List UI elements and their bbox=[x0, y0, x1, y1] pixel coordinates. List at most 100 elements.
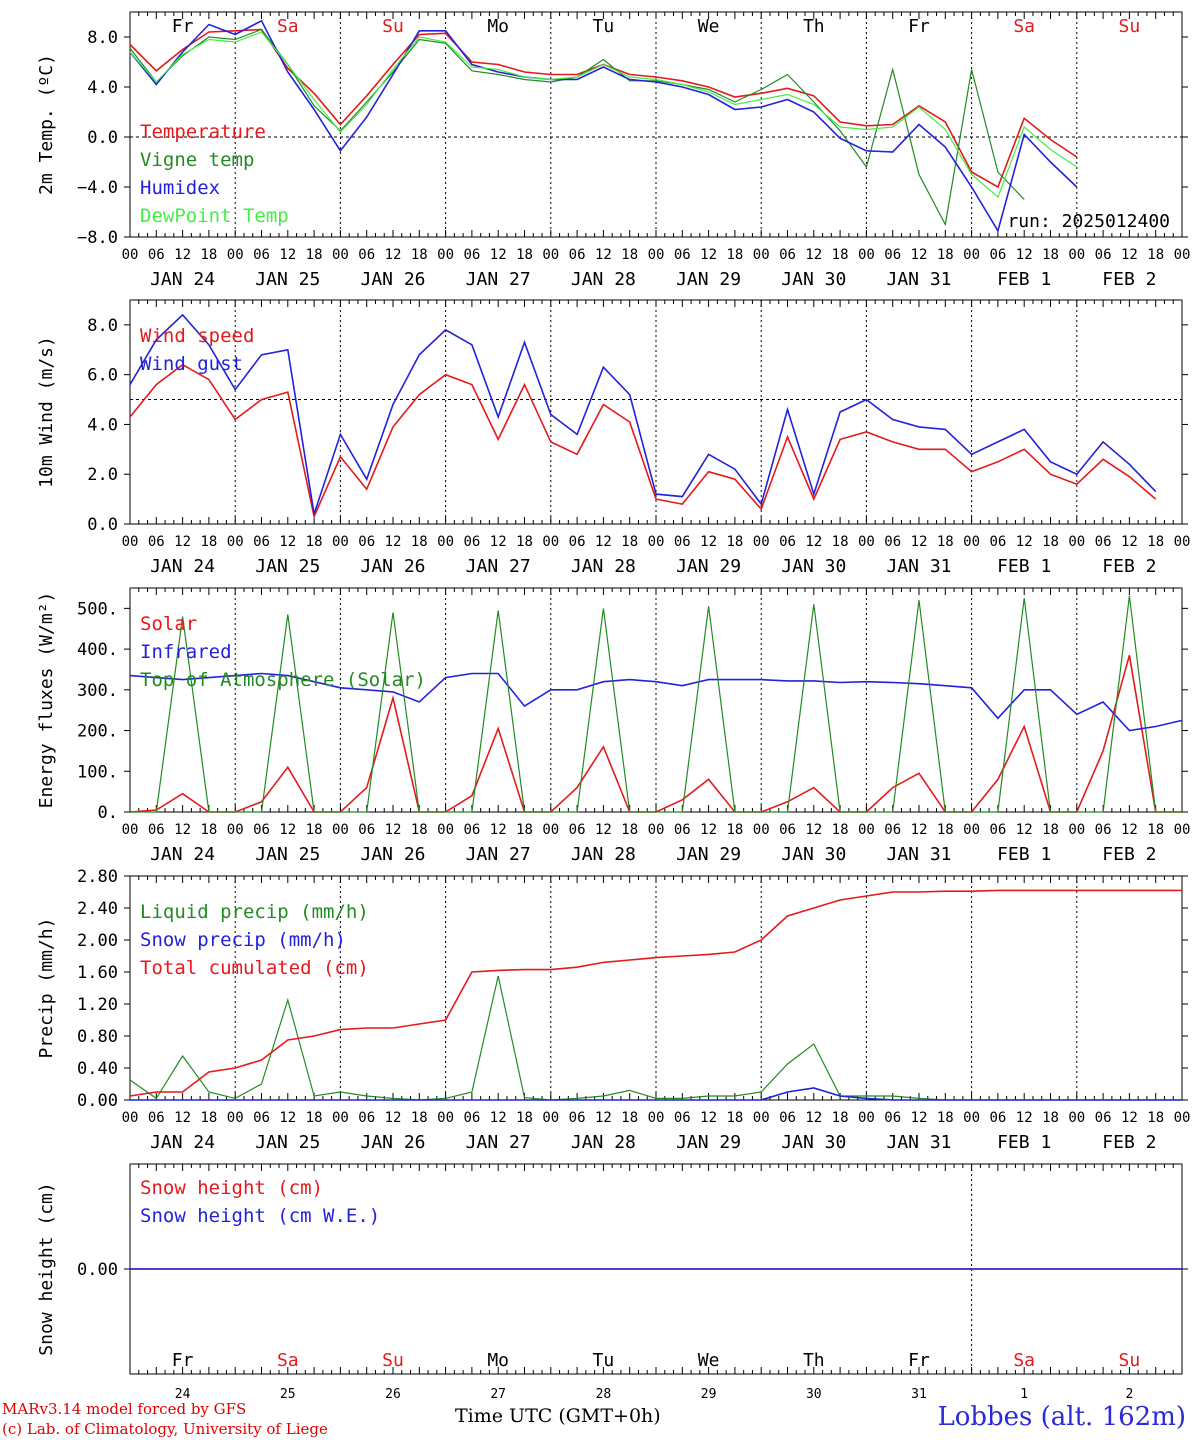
day-number-label: 28 bbox=[596, 1387, 612, 1402]
date-label: JAN 27 bbox=[466, 1132, 531, 1153]
hour-tick-label: 00 bbox=[227, 1110, 244, 1126]
ylabel: Precip (mm/h) bbox=[36, 918, 57, 1059]
hour-tick-label: 12 bbox=[911, 247, 928, 263]
ytick-label: −4.0 bbox=[77, 178, 118, 198]
hour-tick-label: 18 bbox=[1147, 534, 1164, 550]
hour-tick-label: 18 bbox=[832, 822, 849, 838]
series-line-1 bbox=[129, 363, 1157, 520]
hour-tick-label: 00 bbox=[648, 822, 665, 838]
date-label: JAN 30 bbox=[781, 1132, 846, 1153]
legend-entry: Total cumulated (cm) bbox=[140, 957, 369, 979]
hour-tick-label: 12 bbox=[805, 1110, 822, 1126]
hour-tick-label: 00 bbox=[753, 247, 770, 263]
hour-tick-label: 18 bbox=[411, 534, 428, 550]
hour-tick-label: 12 bbox=[1016, 534, 1033, 550]
weekday-label: We bbox=[698, 1350, 720, 1371]
date-label: JAN 31 bbox=[886, 844, 951, 865]
hour-tick-label: 18 bbox=[621, 534, 638, 550]
series-line-4 bbox=[129, 31, 1078, 199]
hour-tick-label: 06 bbox=[358, 822, 375, 838]
series-line-3 bbox=[129, 889, 1182, 1097]
hour-tick-label: 00 bbox=[542, 534, 559, 550]
hour-tick-label: 00 bbox=[542, 822, 559, 838]
date-label: JAN 30 bbox=[781, 269, 846, 290]
hour-tick-label: 18 bbox=[200, 247, 217, 263]
day-number-label: 30 bbox=[806, 1387, 822, 1402]
hour-tick-label: 06 bbox=[674, 247, 691, 263]
hour-tick-label: 12 bbox=[385, 534, 402, 550]
hour-tick-label: 00 bbox=[437, 534, 454, 550]
hour-tick-label: 18 bbox=[1147, 822, 1164, 838]
hour-tick-label: 00 bbox=[1068, 534, 1085, 550]
hour-tick-label: 12 bbox=[490, 247, 507, 263]
date-label: FEB 1 bbox=[997, 844, 1051, 865]
hour-tick-label: 18 bbox=[937, 1110, 954, 1126]
date-label: JAN 27 bbox=[466, 269, 531, 290]
series-line-2 bbox=[129, 313, 1157, 515]
hour-tick-label: 12 bbox=[490, 1110, 507, 1126]
hour-tick-label: 00 bbox=[1174, 822, 1191, 838]
hour-tick-label: 12 bbox=[595, 822, 612, 838]
weekday-label: Sa bbox=[277, 1350, 299, 1371]
hour-tick-label: 06 bbox=[569, 822, 586, 838]
date-label: JAN 31 bbox=[886, 269, 951, 290]
weekday-top-label: Su bbox=[1119, 16, 1141, 37]
hour-tick-label: 06 bbox=[148, 534, 165, 550]
day-number-label: 27 bbox=[490, 1387, 506, 1402]
hour-tick-label: 00 bbox=[753, 822, 770, 838]
hour-tick-label: 18 bbox=[832, 534, 849, 550]
legend-entry: Wind speed bbox=[140, 325, 254, 347]
hour-tick-label: 18 bbox=[621, 1110, 638, 1126]
date-label: FEB 2 bbox=[1102, 844, 1156, 865]
ytick-label: 2.00 bbox=[77, 931, 118, 951]
date-label: JAN 26 bbox=[360, 844, 425, 865]
hour-tick-label: 18 bbox=[1042, 247, 1059, 263]
ytick-label: 2.80 bbox=[77, 867, 118, 887]
weekday-label: Fr bbox=[172, 1350, 194, 1371]
hour-tick-label: 06 bbox=[358, 247, 375, 263]
hour-tick-label: 12 bbox=[1016, 1110, 1033, 1126]
weekday-top-label: Sa bbox=[1013, 16, 1035, 37]
ytick-label: 2.0 bbox=[87, 465, 118, 485]
ylabel: 10m Wind (m/s) bbox=[36, 336, 57, 488]
date-label: JAN 29 bbox=[676, 1132, 741, 1153]
hour-tick-label: 06 bbox=[358, 534, 375, 550]
hour-tick-label: 12 bbox=[595, 247, 612, 263]
legend-entry: Wind gust bbox=[140, 353, 243, 375]
day-number-label: 1 bbox=[1020, 1387, 1028, 1402]
hour-tick-label: 12 bbox=[805, 534, 822, 550]
ytick-label: 0.00 bbox=[77, 1260, 118, 1280]
legend-entry: Top of Atmosphere (Solar) bbox=[140, 669, 426, 691]
hour-tick-label: 06 bbox=[463, 822, 480, 838]
weekday-top-label: Su bbox=[382, 16, 404, 37]
ytick-label: 300. bbox=[77, 681, 118, 701]
hour-tick-label: 18 bbox=[516, 534, 533, 550]
panel-4: 2.80 2.40 2.00 1.60 1.20 0.80 0.40 0.00 Precip (… bbox=[36, 867, 1190, 1153]
hour-tick-label: 18 bbox=[832, 247, 849, 263]
hour-tick-label: 12 bbox=[490, 822, 507, 838]
hour-tick-label: 18 bbox=[516, 1110, 533, 1126]
hour-tick-label: 00 bbox=[122, 534, 139, 550]
ytick-label: 6.0 bbox=[87, 366, 118, 386]
hour-tick-label: 06 bbox=[253, 822, 270, 838]
hour-tick-label: 06 bbox=[884, 1110, 901, 1126]
hour-tick-label: 12 bbox=[700, 822, 717, 838]
date-label: JAN 28 bbox=[571, 844, 636, 865]
ytick-label: 0. bbox=[98, 803, 118, 823]
hour-tick-label: 18 bbox=[411, 1110, 428, 1126]
hour-tick-label: 06 bbox=[358, 1110, 375, 1126]
hour-tick-label: 00 bbox=[122, 1110, 139, 1126]
hour-tick-label: 12 bbox=[174, 1110, 191, 1126]
hour-tick-label: 18 bbox=[1147, 1110, 1164, 1126]
hour-tick-label: 12 bbox=[911, 534, 928, 550]
hour-tick-label: 12 bbox=[490, 534, 507, 550]
day-number-label: 25 bbox=[280, 1387, 296, 1402]
date-label: JAN 30 bbox=[781, 844, 846, 865]
hour-tick-label: 00 bbox=[542, 1110, 559, 1126]
legend-entry: Infrared bbox=[140, 641, 232, 663]
day-number-label: 24 bbox=[175, 1387, 191, 1402]
date-label: JAN 28 bbox=[571, 1132, 636, 1153]
date-label: FEB 1 bbox=[997, 1132, 1051, 1153]
credit-model: MARv3.14 model forced by GFS bbox=[2, 1400, 247, 1418]
